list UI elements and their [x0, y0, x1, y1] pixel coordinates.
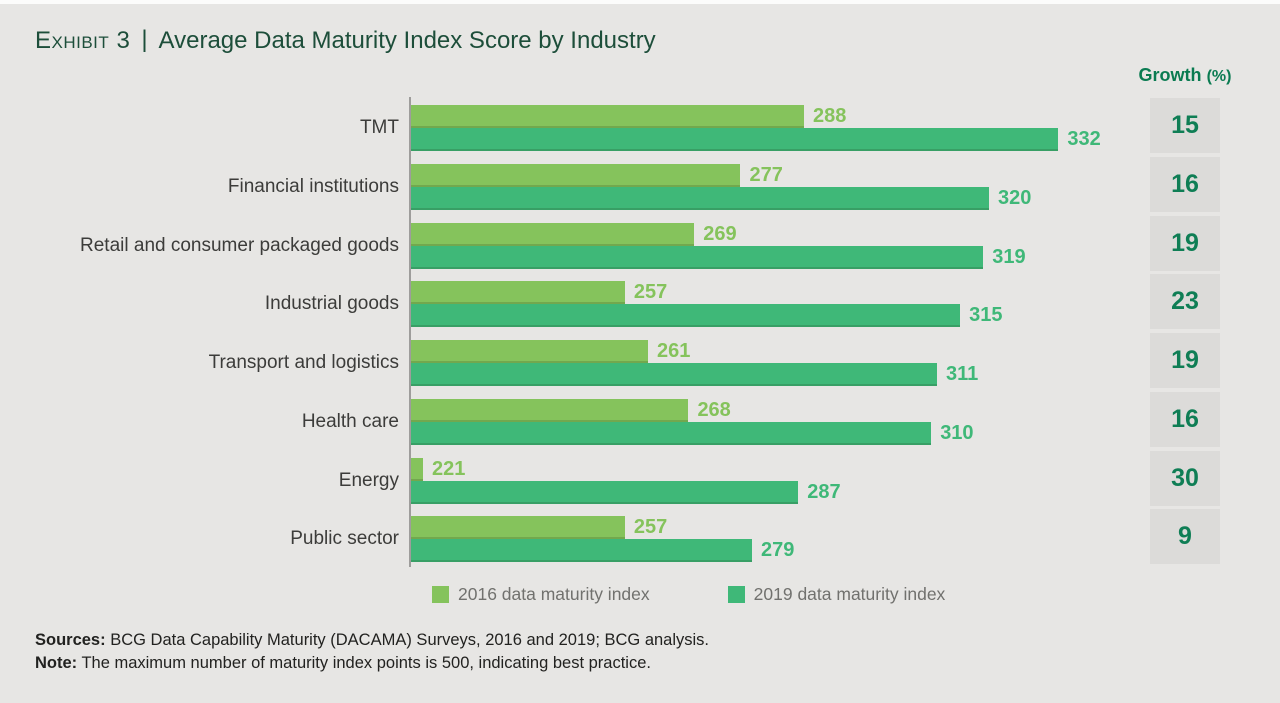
chart-row: Public sector 257 279 [0, 508, 1280, 567]
bar-pair: 257 279 [411, 516, 794, 563]
category-label: TMT [359, 117, 399, 138]
growth-value: 16 [1171, 404, 1199, 433]
bar-2016: 221 [411, 457, 465, 481]
chart-row: Financial institutions 277 320 [0, 156, 1280, 215]
bar-value-label: 315 [969, 304, 1003, 327]
bar-2016: 261 [411, 340, 690, 363]
title-separator: | [141, 26, 148, 53]
category-label: Transport and logistics [208, 352, 399, 373]
growth-cell: 16 [1150, 391, 1220, 447]
category-label: Health care [301, 410, 399, 432]
growth-column: 15 16 19 23 19 16 30 9 [1150, 98, 1220, 568]
bar-pair: 268 310 [411, 398, 974, 445]
bar-pair: 277 320 [411, 163, 1031, 210]
bar-2019: 315 [411, 304, 1002, 328]
bar-2016: 268 [411, 398, 731, 422]
bar-2016: 257 [411, 281, 667, 305]
bar-2019: 279 [411, 539, 794, 563]
growth-value: 19 [1171, 346, 1199, 374]
category-label: Financial institutions [227, 175, 399, 197]
bar-value-label: 269 [703, 222, 737, 245]
bar-value-label: 221 [432, 457, 466, 480]
bar-pair: 221 287 [411, 457, 841, 504]
bar-value-label: 311 [945, 363, 979, 385]
page-title: Average Data Maturity Index Score by Ind… [158, 27, 656, 54]
bar-pair: 269 319 [411, 222, 1026, 269]
sources-label: Sources: [35, 631, 106, 649]
bar-value-label: 261 [656, 340, 691, 362]
growth-cell: 15 [1150, 98, 1220, 153]
chart-legend: 2016 data maturity index 2019 data maturi… [432, 584, 945, 605]
legend-item-2019: 2019 data maturity index [727, 584, 946, 605]
growth-cell: 9 [1150, 509, 1220, 565]
note-text: The maximum number of maturity index poi… [77, 654, 651, 672]
growth-header-unit: (%) [1206, 68, 1232, 85]
growth-cell: 30 [1150, 450, 1220, 506]
bar-value-label: 332 [1067, 128, 1101, 150]
growth-cell: 19 [1150, 333, 1220, 388]
bar-value-label: 268 [697, 398, 731, 421]
bar-2019: 310 [411, 421, 974, 445]
bar-2016: 288 [411, 105, 846, 128]
bar-pair: 257 315 [411, 281, 1002, 328]
growth-cell: 19 [1150, 215, 1220, 271]
footer-notes: Sources: BCG Data Capability Maturity (D… [35, 629, 709, 675]
legend-label: 2016 data maturity index [458, 584, 650, 604]
chart-row: Health care 268 310 [0, 391, 1280, 450]
bar-value-label: 310 [940, 421, 974, 444]
category-label: Retail and consumer packaged goods [80, 234, 399, 256]
top-strip [0, 0, 1280, 4]
growth-value: 16 [1171, 169, 1199, 198]
bar-2016: 257 [411, 516, 667, 540]
chart-row: TMT 288 332 [0, 97, 1280, 156]
legend-item-2016: 2016 data maturity index [432, 584, 650, 605]
bar-2019: 332 [411, 128, 1101, 151]
growth-value: 15 [1171, 111, 1199, 139]
growth-value: 19 [1171, 228, 1199, 257]
growth-cell: 16 [1150, 156, 1220, 212]
chart-row: Retail and consumer packaged goods 269 319 [0, 215, 1280, 274]
bar-value-label: 288 [813, 105, 847, 127]
category-label: Industrial goods [264, 293, 399, 315]
sources-text: BCG Data Capability Maturity (DACAMA) Su… [105, 631, 710, 649]
chart-row: Energy 221 287 [0, 450, 1280, 509]
bar-value-label: 319 [992, 245, 1026, 268]
growth-value: 9 [1178, 522, 1192, 551]
exhibit-title: Exhibit 3 | Average Data Maturity Index Sc… [35, 26, 656, 55]
legend-swatch-2019 [727, 586, 745, 603]
growth-value: 30 [1171, 463, 1199, 492]
bar-pair: 288 332 [411, 105, 1101, 151]
note-line: Note: The maximum number of maturity ind… [35, 652, 709, 675]
chart-row: Transport and logistics 261 311 [0, 332, 1280, 391]
exhibit-label: Exhibit 3 [35, 27, 131, 54]
bar-2019: 319 [411, 245, 1026, 269]
bar-value-label: 257 [633, 516, 668, 539]
growth-cell: 23 [1150, 274, 1220, 330]
bar-value-label: 320 [998, 186, 1032, 209]
bar-value-label: 257 [633, 281, 668, 304]
sources-line: Sources: BCG Data Capability Maturity (D… [35, 629, 709, 652]
bar-2019: 287 [411, 480, 841, 504]
category-label: Energy [338, 469, 399, 491]
bar-2019: 311 [411, 363, 978, 386]
category-label: Public sector [290, 528, 399, 550]
y-axis-line [409, 97, 411, 567]
chart-row: Industrial goods 257 315 [0, 273, 1280, 332]
bar-2019: 320 [411, 186, 1031, 210]
growth-header-main: Growth [1138, 65, 1202, 85]
bar-value-label: 277 [749, 163, 783, 186]
note-label: Note: [35, 654, 78, 672]
legend-swatch-2016 [432, 586, 449, 603]
growth-column-header: Growth (%) [1125, 65, 1245, 86]
bar-value-label: 287 [807, 480, 841, 503]
bar-pair: 261 311 [411, 340, 978, 386]
bar-value-label: 279 [761, 539, 795, 562]
bar-2016: 277 [411, 163, 783, 187]
growth-value: 23 [1171, 287, 1199, 316]
bar-2016: 269 [411, 222, 737, 246]
legend-label: 2019 data maturity index [753, 584, 946, 604]
